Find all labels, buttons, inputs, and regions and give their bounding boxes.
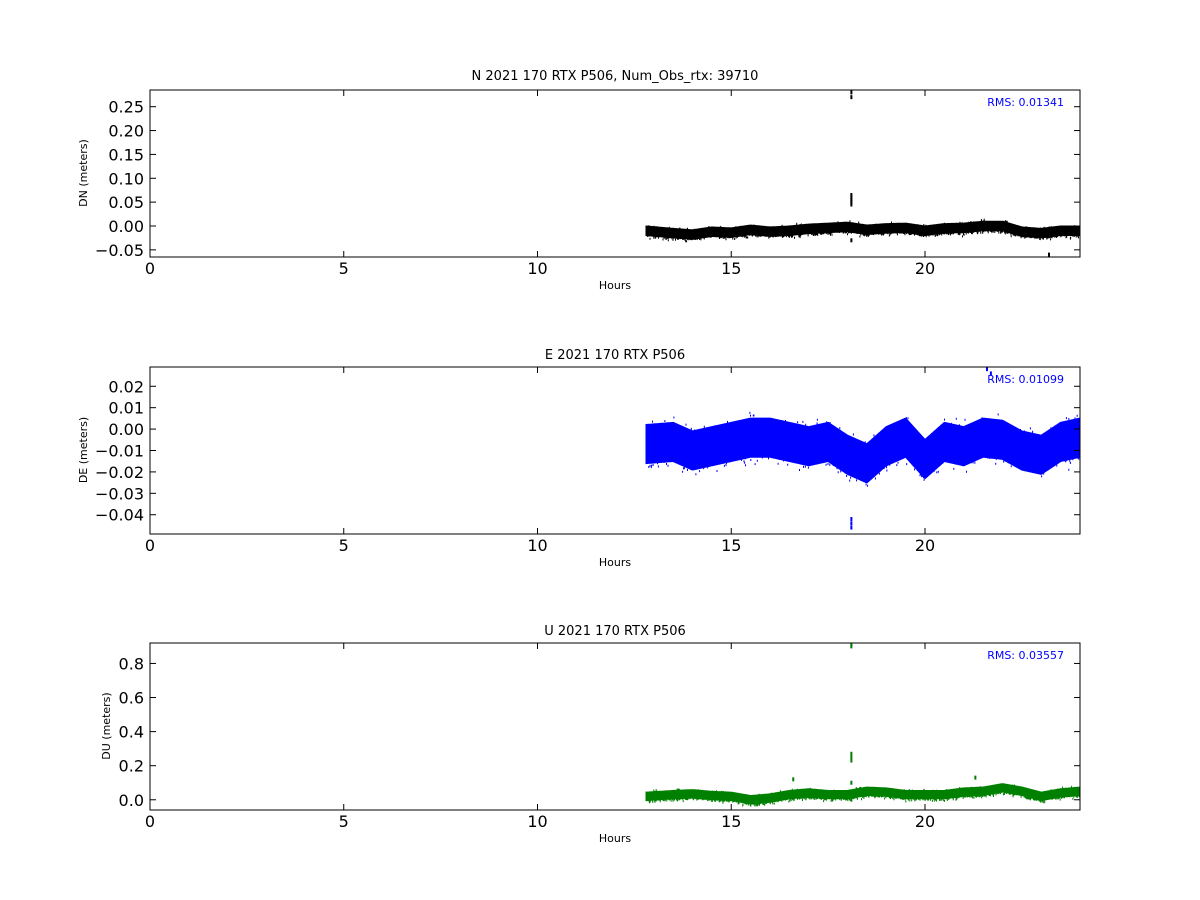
x-axis-label-up: Hours bbox=[599, 832, 631, 845]
y-tick-label: 0.00 bbox=[108, 420, 144, 439]
outlier-point bbox=[850, 521, 853, 526]
y-tick-label: 0.15 bbox=[108, 145, 144, 164]
y-tick-label: 0.02 bbox=[108, 377, 144, 396]
outlier-point bbox=[850, 755, 853, 760]
x-tick-label: 5 bbox=[339, 536, 349, 555]
outlier-point bbox=[850, 758, 853, 763]
y-tick-label: −0.05 bbox=[95, 241, 144, 260]
y-tick-label: 0.00 bbox=[108, 217, 144, 236]
outlier-point bbox=[986, 367, 988, 372]
outlier-point bbox=[850, 197, 853, 202]
y-tick-label: −0.02 bbox=[95, 463, 144, 482]
outlier-point bbox=[989, 371, 992, 376]
y-tick-label: 0.4 bbox=[119, 723, 144, 742]
outlier-point bbox=[850, 780, 853, 785]
x-tick-label: 15 bbox=[721, 536, 741, 555]
series-east-points bbox=[645, 411, 1080, 487]
x-axis-label-east: Hours bbox=[599, 556, 631, 569]
ticks-east: 0 5 10 15 20 −0.04 −0.03 −0.02 −0.01 0.00 0.01 0.02 bbox=[95, 367, 1080, 555]
y-axis-label-up: DU (meters) bbox=[100, 692, 113, 759]
outlier-point bbox=[850, 517, 853, 522]
series-up bbox=[645, 643, 1080, 807]
x-axis-label-north: Hours bbox=[599, 279, 631, 292]
outlier-point bbox=[850, 200, 853, 205]
plot-frame-north bbox=[149, 89, 1081, 258]
outlier-point bbox=[974, 775, 977, 780]
y-tick-label: −0.04 bbox=[95, 506, 144, 525]
x-tick-label: 10 bbox=[527, 812, 547, 831]
y-tick-label: 0.01 bbox=[108, 399, 144, 418]
rms-label-north: RMS: 0.01341 bbox=[987, 96, 1064, 109]
panel-east: E 2021 170 RTX P506 0 5 10 15 20 −0.04 −0.03 −0… bbox=[77, 348, 1081, 569]
y-tick-label: 0.05 bbox=[108, 193, 144, 212]
x-tick-label: 10 bbox=[527, 536, 547, 555]
chart-title-up: U 2021 170 RTX P506 bbox=[544, 624, 686, 639]
panel-north: N 2021 170 RTX P506, Num_Obs_rtx: 39710 … bbox=[77, 69, 1081, 292]
outlier-point bbox=[850, 202, 853, 207]
x-tick-label: 5 bbox=[339, 812, 349, 831]
series-up-points bbox=[645, 783, 1080, 807]
y-tick-label: 0.25 bbox=[108, 98, 144, 117]
x-tick-label: 20 bbox=[915, 259, 935, 278]
y-tick-label: 0.2 bbox=[119, 757, 144, 776]
x-tick-label: 15 bbox=[721, 259, 741, 278]
y-tick-label: 0.8 bbox=[119, 654, 144, 673]
outlier-point bbox=[850, 195, 853, 200]
y-axis-label-east: DE (meters) bbox=[77, 417, 90, 483]
series-north-points bbox=[645, 218, 1080, 243]
outlier-point bbox=[1048, 252, 1050, 257]
rms-label-east: RMS: 0.01099 bbox=[987, 373, 1064, 386]
outlier-point bbox=[792, 777, 795, 782]
outlier-point bbox=[850, 644, 853, 649]
chart-title-north: N 2021 170 RTX P506, Num_Obs_rtx: 39710 bbox=[472, 69, 759, 84]
x-tick-label: 15 bbox=[721, 812, 741, 831]
series-north bbox=[645, 90, 1080, 257]
series-east bbox=[645, 367, 1080, 530]
plot-frame-east bbox=[149, 366, 1081, 535]
ticks-north: 0 5 10 15 20 −0.05 0.00 0.05 0.10 0.15 0.20 0.25 bbox=[95, 90, 1080, 278]
y-axis-label-north: DN (meters) bbox=[77, 139, 90, 207]
y-tick-label: 0.6 bbox=[119, 689, 144, 708]
x-tick-label: 10 bbox=[527, 259, 547, 278]
outlier-point bbox=[850, 90, 853, 95]
outlier-point bbox=[850, 525, 853, 530]
outlier-point bbox=[850, 238, 853, 243]
x-tick-label: 20 bbox=[915, 812, 935, 831]
plot-frame-up bbox=[149, 642, 1081, 811]
x-tick-label: 0 bbox=[145, 259, 155, 278]
outlier-point bbox=[850, 192, 853, 197]
chart-title-east: E 2021 170 RTX P506 bbox=[545, 348, 685, 363]
x-tick-label: 0 bbox=[145, 812, 155, 831]
y-tick-label: −0.03 bbox=[95, 484, 144, 503]
panel-up: U 2021 170 RTX P506 0 5 10 15 20 0.0 0.2 0.4 0.6… bbox=[100, 624, 1081, 845]
y-tick-label: 0.20 bbox=[108, 122, 144, 141]
ticks-up: 0 5 10 15 20 0.0 0.2 0.4 0.6 0.8 bbox=[119, 643, 1080, 831]
x-tick-label: 0 bbox=[145, 536, 155, 555]
y-tick-label: 0.0 bbox=[119, 791, 144, 810]
y-tick-label: 0.10 bbox=[108, 169, 144, 188]
y-tick-label: −0.01 bbox=[95, 442, 144, 461]
rms-label-up: RMS: 0.03557 bbox=[987, 649, 1064, 662]
outlier-point bbox=[850, 751, 853, 756]
outlier-point bbox=[850, 95, 853, 100]
x-tick-label: 5 bbox=[339, 259, 349, 278]
x-tick-label: 20 bbox=[915, 536, 935, 555]
